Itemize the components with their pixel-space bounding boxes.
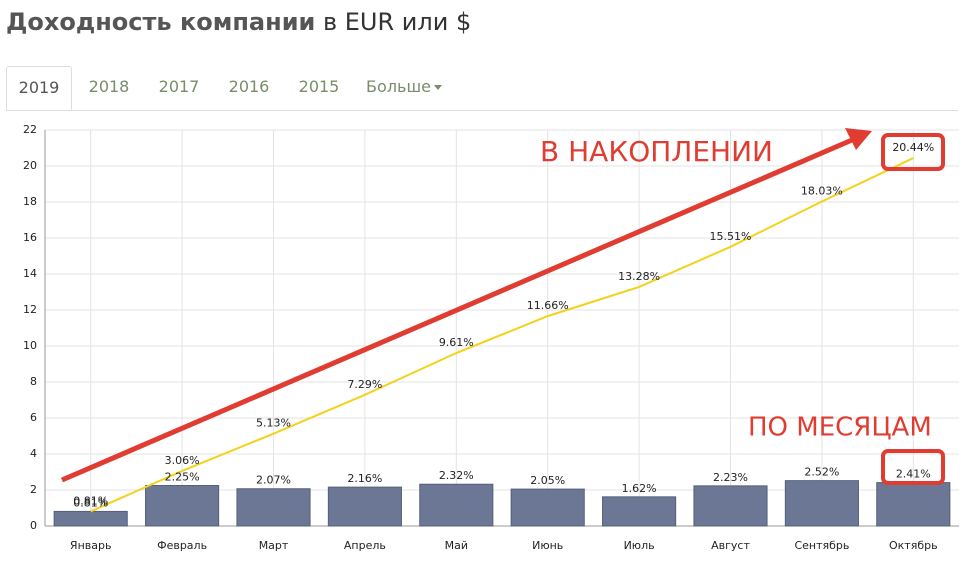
line-value-label: 20.44% [892, 141, 934, 154]
bar-value-label: 2.52% [804, 466, 839, 479]
annotation: ПО МЕСЯЦАМ [748, 413, 932, 443]
decorations [61, 128, 945, 485]
highlight-box [881, 133, 945, 171]
line-value-label: 9.61% [439, 336, 474, 349]
red-arrow [61, 137, 853, 483]
x-tick-label: Октябрь [889, 539, 938, 552]
x-tick-label: Май [445, 539, 468, 552]
bar-value-label: 0.81% [73, 496, 108, 509]
tab[interactable]: 2018 [88, 77, 130, 96]
bar-value-label: 2.16% [347, 472, 382, 485]
line-value-label: 5.13% [256, 417, 291, 430]
y-tick-label: 16 [23, 231, 37, 244]
line-value-label: 0.81% [73, 494, 108, 507]
tab-bar: 2019 2018 2017 2016 2015 Больше [6, 66, 958, 111]
y-tick-label: 22 [23, 123, 37, 136]
bar-value-label: 2.32% [439, 469, 474, 482]
tab[interactable]: 2017 [158, 77, 200, 96]
bar [236, 488, 311, 527]
bar [419, 483, 494, 527]
bar-value-label: 2.25% [165, 471, 200, 484]
line-value-label: 3.06% [165, 454, 200, 467]
line-value-label: 18.03% [801, 184, 843, 197]
y-tick-label: 0 [30, 519, 37, 532]
x-tick-label: Апрель [344, 539, 386, 552]
caret [433, 85, 442, 90]
line-value-label: 13.28% [618, 270, 660, 283]
bar [53, 510, 128, 527]
x-tick-label: Июль [624, 539, 655, 552]
x-tick-label: Март [259, 539, 289, 552]
bar [693, 485, 768, 527]
y-tick-label: 4 [30, 447, 37, 460]
bar [510, 488, 585, 527]
tab-label: Больше [366, 77, 431, 96]
bar-value-label: 2.05% [530, 474, 565, 487]
y-tick-label: 12 [23, 303, 37, 316]
bar [602, 496, 677, 527]
line-value-label: 15.51% [710, 230, 752, 243]
annotation: В НАКОПЛЕНИИ [540, 135, 773, 168]
bar-value-label: 1.62% [622, 482, 657, 495]
line-value-label: 11.66% [527, 299, 569, 312]
tab[interactable]: 2015 [298, 77, 340, 96]
line [90, 157, 914, 513]
x-tick-label: Январь [70, 539, 112, 552]
title-rest: в EUR или $ [322, 8, 472, 36]
y-tick-label: 6 [30, 411, 37, 424]
bar [876, 482, 951, 527]
title-bold: Доходность компании [6, 8, 316, 36]
tab-more[interactable]: Больше [364, 66, 444, 110]
y-tick-label: 2 [30, 483, 37, 496]
x-tick-label: Февраль [157, 539, 207, 552]
bar-value-label: 2.41% [896, 468, 931, 481]
y-tick-label: 10 [23, 339, 37, 352]
bar [327, 486, 402, 527]
page-title: Доходность компании в EUR или $ [6, 8, 471, 36]
y-tick-label: 18 [23, 195, 37, 208]
line-value-label: 7.29% [347, 378, 382, 391]
bar-value-label: 2.23% [713, 471, 748, 484]
y-tick-label: 20 [23, 159, 37, 172]
highlight-box [881, 449, 945, 485]
tab[interactable]: 2019 [6, 66, 72, 110]
bar [784, 480, 859, 527]
tab[interactable]: 2016 [228, 77, 270, 96]
x-tick-label: Июнь [532, 539, 563, 552]
x-tick-label: Август [711, 539, 750, 552]
y-tick-label: 14 [23, 267, 37, 280]
bar [145, 485, 220, 527]
bar-value-label: 2.07% [256, 474, 291, 487]
y-tick-label: 8 [30, 375, 37, 388]
x-tick-label: Сентябрь [794, 539, 849, 552]
arrow-head [845, 128, 872, 150]
